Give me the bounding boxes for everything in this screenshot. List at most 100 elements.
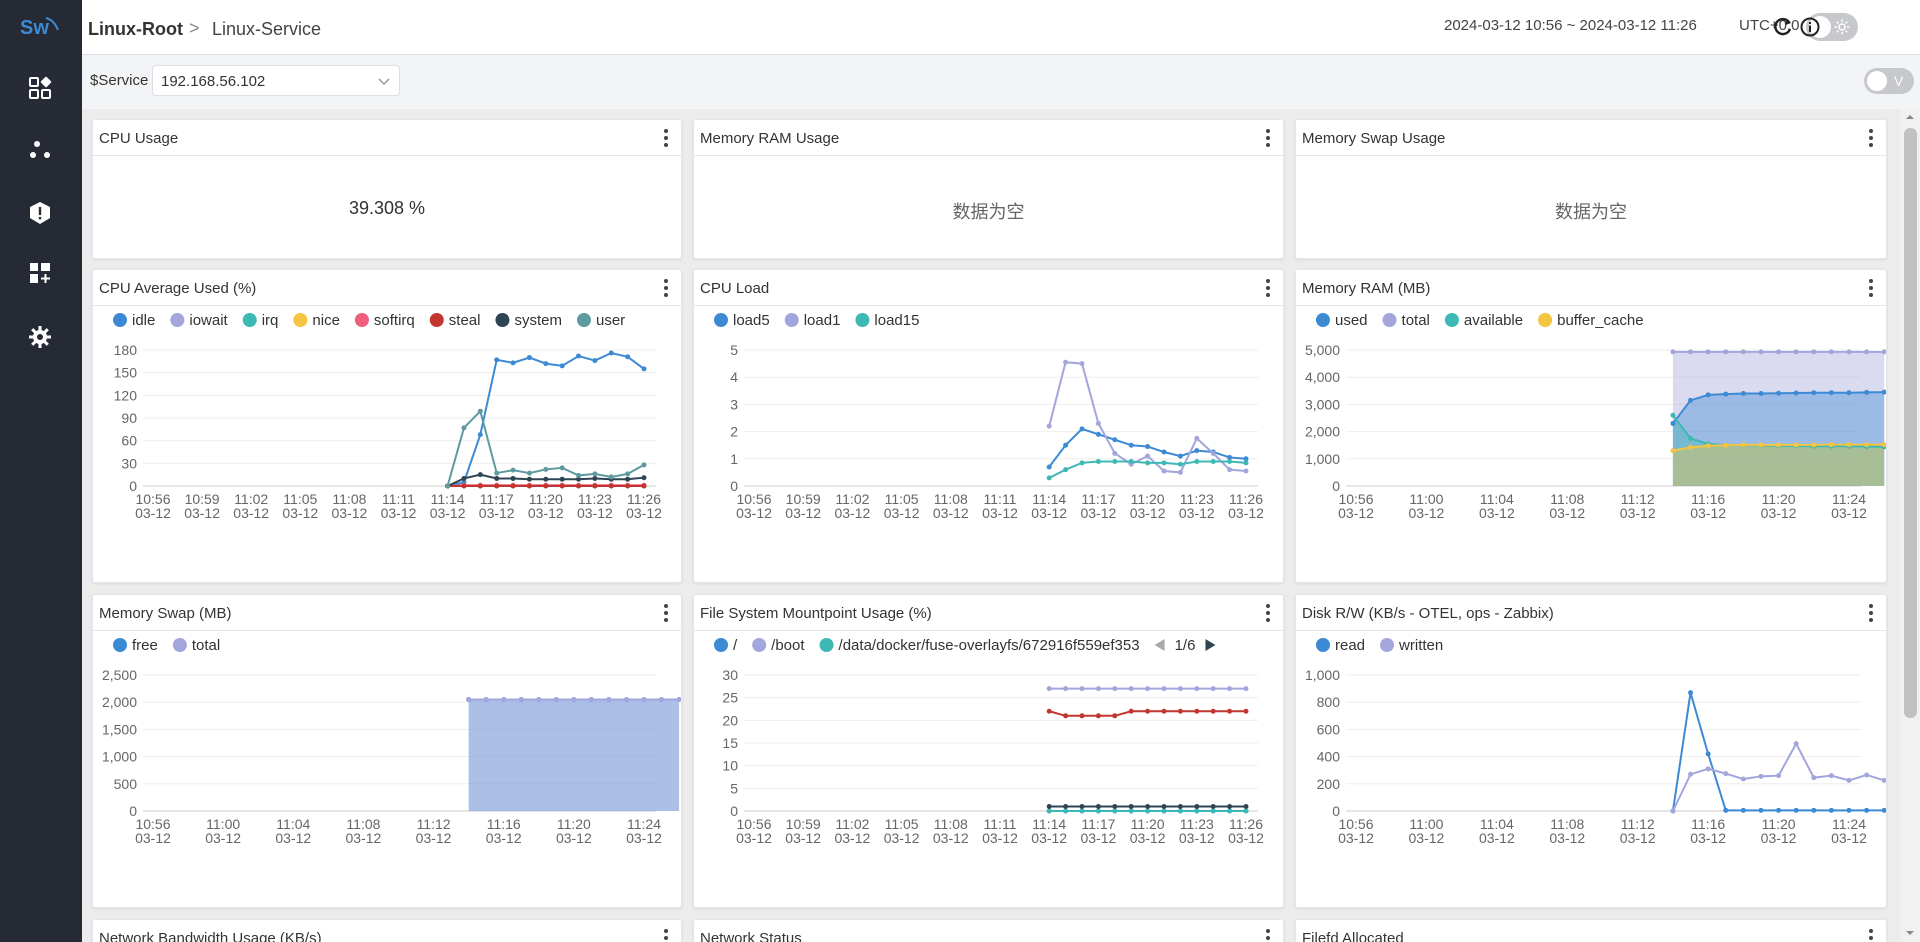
x-tick-text: 03-12 bbox=[1228, 505, 1264, 521]
data-point bbox=[510, 475, 516, 481]
data-point bbox=[477, 408, 483, 414]
topology-nodes-icon[interactable] bbox=[25, 135, 55, 165]
more-vertical-icon[interactable] bbox=[1868, 929, 1874, 942]
data-point bbox=[641, 462, 647, 468]
more-vertical-icon[interactable] bbox=[663, 929, 669, 942]
timezone-label[interactable]: UTC+0:0 bbox=[1739, 17, 1800, 34]
x-tick-text: 03-12 bbox=[736, 830, 772, 846]
more-vertical-icon[interactable] bbox=[663, 129, 669, 147]
legend-label: load5 bbox=[733, 312, 770, 329]
x-tick-text: 11:11 bbox=[984, 816, 1017, 832]
chart-mem_swap: free total05001,0001,5002,0002,50010:5603… bbox=[102, 637, 681, 846]
data-point bbox=[1194, 448, 1200, 454]
data-point bbox=[1828, 773, 1834, 779]
more-vertical-icon[interactable] bbox=[663, 604, 669, 622]
legend-item-system[interactable]: system bbox=[495, 312, 562, 329]
legend-item-series[interactable]: / bbox=[714, 637, 738, 654]
data-point bbox=[1194, 708, 1200, 714]
chart-mem_ram: used total available buffer_cache 0 1,000 2,00… bbox=[1305, 312, 1886, 521]
x-tick-text: 03-12 bbox=[1031, 830, 1067, 846]
legend-item-used[interactable]: used bbox=[1316, 312, 1368, 329]
legend-swatch bbox=[714, 313, 728, 327]
add-widget-icon[interactable] bbox=[25, 258, 55, 288]
more-vertical-icon[interactable] bbox=[1868, 279, 1874, 297]
legend-item-load15[interactable]: load15 bbox=[855, 312, 919, 329]
panel-header: Memory Swap Usage bbox=[1296, 120, 1886, 156]
scrollbar-thumb[interactable] bbox=[1904, 128, 1917, 718]
x-tick-text: 03-12 bbox=[1179, 505, 1215, 521]
panel-header: CPU Average Used (%) bbox=[93, 270, 681, 306]
data-point bbox=[641, 366, 647, 372]
legend-item-buffer-cache[interactable]: buffer_cache bbox=[1538, 312, 1644, 329]
legend-label: /data/docker/fuse-overlayfs/672916f559ef… bbox=[839, 637, 1140, 654]
legend-item-free[interactable]: free bbox=[113, 637, 158, 654]
data-point bbox=[1128, 808, 1134, 814]
data-point bbox=[1793, 390, 1799, 396]
more-vertical-icon[interactable] bbox=[1265, 279, 1271, 297]
data-point bbox=[461, 483, 467, 489]
settings-gear-icon[interactable] bbox=[25, 322, 55, 352]
legend-item-nice[interactable]: nice bbox=[293, 312, 340, 329]
service-select[interactable]: 192.168.56.102 bbox=[152, 65, 400, 96]
legend-item-written[interactable]: written bbox=[1380, 637, 1443, 654]
legend-swatch bbox=[1316, 313, 1330, 327]
alarm-shield-icon[interactable] bbox=[25, 198, 55, 228]
data-point bbox=[553, 696, 559, 702]
legend-item-steal[interactable]: steal bbox=[429, 312, 481, 329]
data-point bbox=[1210, 803, 1216, 809]
info-icon[interactable] bbox=[1799, 16, 1821, 38]
legend-item-load1[interactable]: load1 bbox=[784, 312, 841, 329]
x-tick-text: 03-12 bbox=[233, 505, 269, 521]
data-point bbox=[1776, 773, 1782, 779]
more-vertical-icon[interactable] bbox=[1265, 129, 1271, 147]
time-range-picker[interactable]: 2024-03-12 10:56 ~ 2024-03-12 11:26 bbox=[1444, 17, 1697, 34]
data-point bbox=[466, 696, 472, 702]
data-point bbox=[1079, 713, 1085, 719]
toggle-knob bbox=[1867, 71, 1887, 91]
legend-item-user[interactable]: user bbox=[576, 312, 625, 329]
legend-item-iowait[interactable]: iowait bbox=[170, 312, 229, 329]
legend-item-available[interactable]: available bbox=[1444, 312, 1523, 329]
legend-item-read[interactable]: read bbox=[1316, 637, 1365, 654]
legend-item-idle[interactable]: idle bbox=[113, 312, 155, 329]
more-vertical-icon[interactable] bbox=[663, 279, 669, 297]
legend-item-data-docker-fuse-overlayfs-672916f559ef353[interactable]: /data/docker/fuse-overlayfs/672916f559ef… bbox=[819, 637, 1140, 654]
panel-title: Filefd Allocated bbox=[1302, 930, 1404, 942]
chart-cpu_avg: idle iowait irq nice softirq steal system user 0… bbox=[113, 312, 662, 521]
x-tick-text: 03-12 bbox=[982, 505, 1018, 521]
skywalking-logo[interactable]: Sw bbox=[20, 12, 62, 42]
more-vertical-icon[interactable] bbox=[1868, 129, 1874, 147]
y-tick-label: 0 bbox=[129, 803, 137, 819]
more-vertical-icon[interactable] bbox=[1265, 604, 1271, 622]
data-point bbox=[625, 471, 631, 477]
refresh-icon[interactable] bbox=[1772, 16, 1794, 38]
scroll-up-arrow-icon[interactable] bbox=[1905, 112, 1915, 122]
x-tick-text: 03-12 bbox=[135, 830, 171, 846]
more-vertical-icon[interactable] bbox=[1265, 929, 1271, 942]
breadcrumb-current[interactable]: Linux-Service bbox=[212, 19, 322, 39]
data-point bbox=[571, 696, 577, 702]
more-vertical-icon[interactable] bbox=[1868, 604, 1874, 622]
scroll-down-arrow-icon[interactable] bbox=[1905, 928, 1915, 938]
legend-next-arrow-icon[interactable] bbox=[1205, 639, 1216, 651]
breadcrumb-root[interactable]: Linux-Root bbox=[88, 19, 183, 39]
legend-item-total[interactable]: total bbox=[1382, 312, 1430, 329]
legend-item-load5[interactable]: load5 bbox=[714, 312, 770, 329]
panel-title: CPU Average Used (%) bbox=[99, 280, 257, 297]
view-mode-toggle[interactable]: V bbox=[1864, 68, 1914, 94]
legend-item-boot[interactable]: /boot bbox=[752, 637, 805, 654]
legend-prev-arrow-icon[interactable] bbox=[1154, 639, 1165, 651]
data-point bbox=[592, 475, 598, 481]
data-point bbox=[510, 360, 516, 366]
legend-item-irq[interactable]: irq bbox=[242, 312, 279, 329]
dashboard-grid-icon[interactable] bbox=[25, 73, 55, 103]
theme-toggle[interactable] bbox=[1806, 13, 1858, 41]
legend-item-total[interactable]: total bbox=[172, 637, 220, 654]
legend-item-softirq[interactable]: softirq bbox=[354, 312, 415, 329]
